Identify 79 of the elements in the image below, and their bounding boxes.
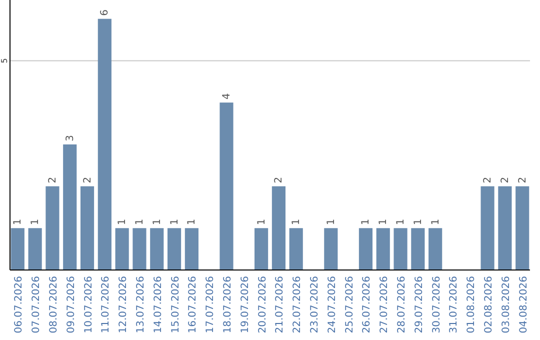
bar [272,186,286,270]
bar [376,228,390,270]
x-tick-label: 22.07.2026 [292,276,304,334]
x-tick-label: 16.07.2026 [188,276,199,334]
x-tick-label: 13.07.2026 [135,276,146,334]
x-tick-label: 03.08.2026 [500,276,512,334]
data-label: 1 [30,218,42,226]
x-tick-label: 17.07.2026 [205,276,216,334]
bar [516,186,530,270]
data-label: 2 [482,176,494,184]
x-tick-label: 12.07.2026 [118,276,130,334]
data-label: 2 [82,176,94,184]
data-label: 4 [221,93,232,100]
x-tick-label: 11.07.2026 [100,276,112,334]
bar [115,228,129,270]
data-label: 1 [152,218,163,226]
data-label: 1 [134,218,146,226]
x-tick-label: 10.07.2026 [83,276,94,334]
bar [220,102,234,270]
bar [184,228,198,270]
bar [28,228,42,270]
bar [394,228,408,270]
data-label: 2 [47,176,58,184]
data-label: 6 [100,9,111,16]
data-label: 1 [360,218,372,226]
bar [150,228,164,270]
bar [254,228,268,270]
x-tick-label: 06.07.2026 [14,276,25,334]
x-tick-label: 20.07.2026 [257,276,268,334]
bar [324,228,338,270]
data-label: 1 [430,218,442,226]
x-tick-label: 30.07.2026 [431,276,442,334]
data-label: 1 [186,218,198,226]
data-label: 3 [64,135,76,142]
x-tick-label: 21.07.2026 [274,276,286,334]
data-label: 2 [274,176,285,184]
x-tick-label: 09.07.2026 [66,276,77,334]
x-tick-label: 01.08.2026 [466,276,478,334]
x-tick-label: 26.07.2026 [362,276,373,334]
bar [80,186,94,270]
data-label: 1 [12,218,24,226]
bar [498,186,512,270]
bar [289,228,303,270]
data-label: 1 [291,218,302,226]
data-label: 1 [412,218,424,226]
bar [358,228,373,270]
x-tick-label: 28.07.2026 [396,276,408,334]
x-tick-label: 23.07.2026 [310,276,321,334]
x-tick-label: 29.07.2026 [414,276,425,334]
bar [132,228,146,270]
bar [63,144,77,270]
bar [10,228,24,270]
x-tick-label: 19.07.2026 [240,276,251,334]
bar [46,186,60,270]
bar [98,18,112,270]
x-tick-label: 18.07.2026 [222,276,234,334]
x-tick-label: 07.07.2026 [31,276,42,334]
data-label: 1 [326,218,337,226]
bar [167,228,182,270]
bar [428,228,442,270]
x-tick-label: 15.07.2026 [170,276,182,334]
x-tick-label: 27.07.2026 [379,276,390,334]
x-tick-label: 31.07.2026 [448,276,460,334]
data-label: 1 [256,218,268,226]
data-label: 2 [500,176,511,184]
data-label: 1 [169,218,180,226]
x-tick-label: 25.07.2026 [344,276,356,334]
data-label: 1 [378,218,390,226]
data-label: 1 [396,218,407,226]
data-label: 2 [517,176,528,184]
x-tick-label: 08.07.2026 [48,276,60,334]
x-tick-label: 14.07.2026 [152,276,164,334]
x-tick-label: 02.08.2026 [484,276,495,334]
bar [411,228,425,270]
x-tick-label: 04.08.2026 [518,276,530,334]
data-label: 1 [117,218,128,226]
bar [480,186,494,270]
y-tick-label: 5 [0,58,9,64]
x-tick-label: 24.07.2026 [326,276,338,334]
